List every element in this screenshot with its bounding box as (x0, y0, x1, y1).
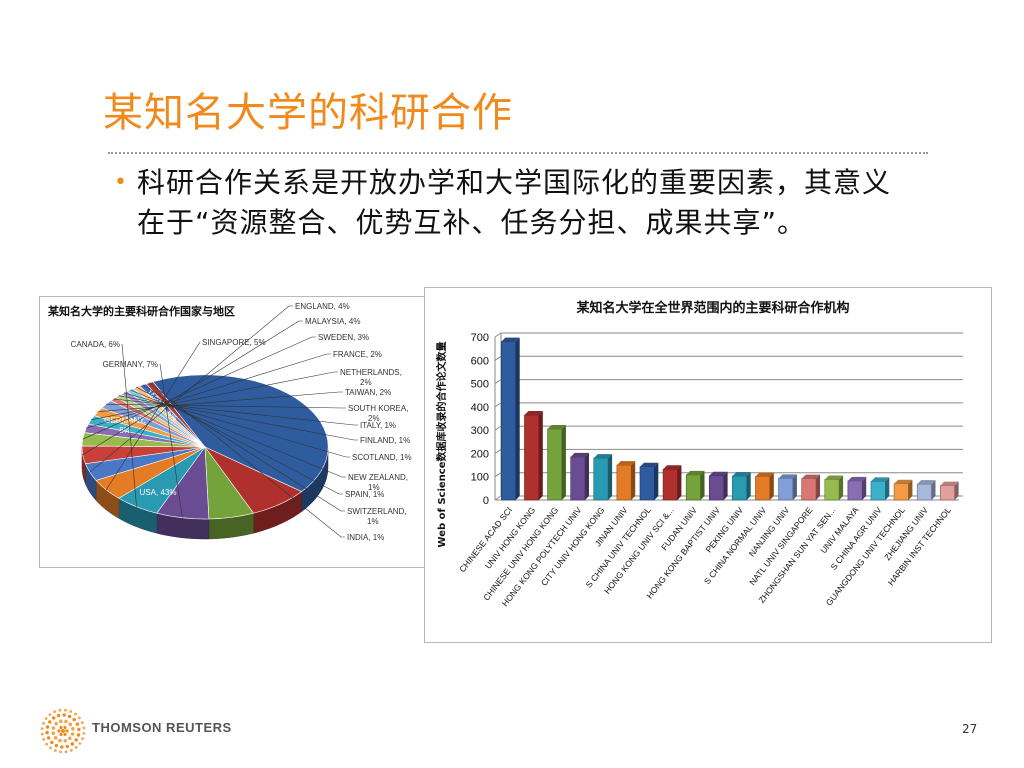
bar-11 (755, 472, 774, 501)
bar-16 (870, 477, 890, 501)
pie-label-17: SPAIN, 1% (345, 490, 384, 499)
pie-chart-panel: 某知名大学的主要科研合作国家与地区 USA, 43% GERMANY, 8% JAPAN… (39, 296, 425, 568)
pie-label-7: MALAYSIA, 4% (305, 317, 360, 326)
bar-2 (547, 424, 566, 501)
pie-leader-5 (105, 341, 201, 491)
pie-label-9: FRANCE, 2% (333, 350, 382, 359)
slide-title: 某知名大学的科研合作 (103, 90, 513, 136)
gridline-depth-5 (494, 379, 502, 384)
bar-14 (824, 475, 844, 501)
pie-label-3: GERMANY, 7% (103, 360, 158, 369)
pie-leader-15 (124, 392, 350, 458)
pie-slice-19 (145, 381, 206, 448)
bullet-marker: • (114, 170, 127, 195)
y-tick-label-2: 200 (471, 448, 489, 460)
bar-chart-panel: 某知名大学在全世界范围内的主要科研合作机构 0 100 200 300 400 500 600… (424, 287, 992, 643)
title-divider (108, 152, 928, 154)
bar-13 (801, 474, 821, 501)
thomson-reuters-logo-icon (40, 708, 86, 754)
pie-label-18: SWITZERLAND, 1% (347, 507, 407, 526)
pie-label-19: INDIA, 1% (347, 533, 384, 542)
pie-leader-14 (118, 395, 358, 441)
bar-3 (570, 452, 590, 501)
pie-label-4: CANADA, 6% (71, 340, 120, 349)
y-tick-label-3: 300 (471, 425, 489, 437)
pie-label-15: SCOTLAND, 1% (352, 453, 412, 462)
pie-leader-16 (130, 389, 346, 478)
pie-label-14: FINLAND, 1% (360, 436, 410, 445)
pie-leader-19 (149, 382, 345, 538)
pie-label-11: TAIWAN, 2% (345, 388, 391, 397)
bar-0 (501, 337, 520, 501)
footer-brand: THOMSON REUTERS (92, 720, 232, 735)
bar-18 (916, 480, 936, 501)
y-tick-label-0: 0 (483, 495, 489, 507)
pie-leader-3 (159, 363, 183, 518)
pie-label-16: NEW ZEALAND, 1% (348, 473, 408, 492)
bar-5 (616, 461, 636, 501)
page-number: 27 (962, 722, 978, 736)
gridline-depth-3 (494, 425, 502, 431)
y-tick-label-6: 600 (471, 355, 489, 367)
gridline-depth-0 (494, 495, 502, 501)
bar-8 (685, 470, 705, 501)
pie-label-0: USA, 43% (140, 488, 177, 497)
bar-19 (939, 481, 959, 501)
pie-title: 某知名大学的主要科研合作国家与地区 (47, 304, 235, 318)
bar-1 (524, 411, 543, 501)
pie-label-10: NETHERLANDS, 2% (340, 368, 402, 387)
gridline-depth-2 (494, 449, 502, 454)
pie-leader-13 (113, 398, 358, 426)
gridline-depth-6 (494, 355, 502, 361)
bar-9 (708, 471, 728, 501)
bar-4 (593, 454, 613, 501)
bar-6 (639, 462, 659, 501)
gridline-depth-7 (494, 332, 502, 338)
y-tick-label-4: 400 (471, 402, 489, 414)
gridline-depth-4 (494, 402, 502, 408)
bar-7 (662, 465, 682, 501)
pie-slice-0 (152, 374, 329, 492)
plot-area (501, 333, 963, 496)
bar-12 (778, 474, 797, 501)
pie-leader-7 (82, 320, 303, 456)
y-tick-label-1: 100 (471, 472, 489, 484)
pie-label-13: ITALY, 1% (360, 421, 396, 430)
bullet-text: 科研合作关系是开放办学和大学国际化的重要因素，其意义在于“资源整合、优势互补、任… (137, 166, 892, 239)
pie-leader-10 (91, 371, 338, 421)
y-tick-label-5: 500 (471, 379, 489, 391)
pie-label-6: ENGLAND, 4% (295, 302, 350, 311)
pie-label-8: SWEDEN, 3% (318, 333, 369, 342)
pie-leader-12 (106, 403, 346, 409)
bar-10 (732, 472, 751, 501)
bar-chart: 某知名大学在全世界范围内的主要科研合作机构 0 100 200 300 400 500 600… (435, 300, 963, 608)
pie-label-5: SINGAPORE, 5% (202, 338, 266, 347)
bar-17 (893, 479, 913, 501)
bar-title: 某知名大学在全世界范围内的主要科研合作机构 (575, 300, 849, 316)
pie-leader-18 (142, 384, 345, 512)
pie-leader-6 (89, 305, 293, 473)
pie-leader-9 (86, 353, 331, 429)
gridline-depth-1 (494, 472, 502, 478)
pie-leader-4 (121, 343, 137, 507)
pie-leader-17 (136, 386, 343, 495)
pie-label-12: SOUTH KOREA, 2% (348, 404, 408, 423)
bar-15 (847, 476, 867, 501)
y-tick-label-7: 700 (471, 332, 489, 344)
y-axis-label: Web of Science数据库收录的合作论文数量 (435, 342, 448, 548)
